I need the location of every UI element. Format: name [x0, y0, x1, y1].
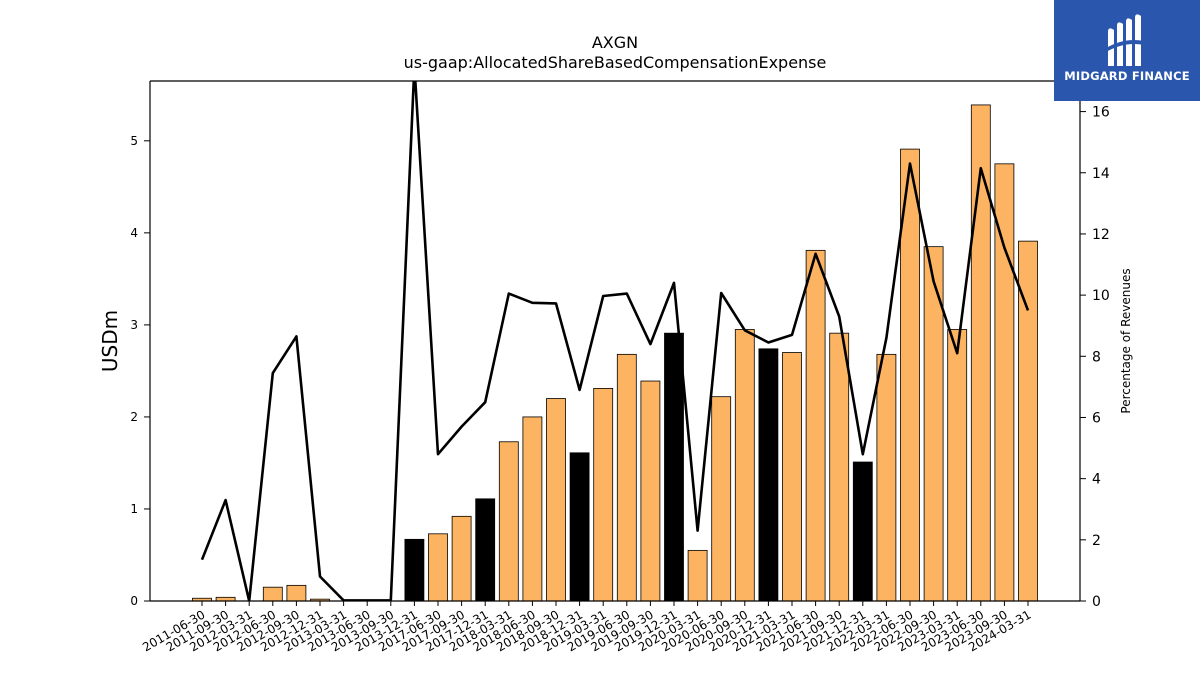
- y-tick-label: 4: [130, 226, 138, 240]
- y-tick-label: 5: [130, 134, 138, 148]
- y-axis-label: USDm: [98, 310, 122, 372]
- midgard-logo: MIDGARD FINANCE: [1054, 0, 1200, 101]
- bar: [829, 332, 850, 602]
- bar: [805, 249, 826, 602]
- y2-tick-label: 0: [1092, 594, 1101, 610]
- y-tick-label: 0: [130, 594, 138, 608]
- bar: [546, 398, 566, 602]
- bar: [711, 396, 732, 602]
- bar: [970, 104, 991, 602]
- bar: [262, 586, 283, 602]
- chart-title: AXGN: [591, 33, 639, 52]
- y2-tick-label: 8: [1092, 349, 1101, 365]
- y-tick-label: 1: [130, 502, 138, 516]
- y2-tick-label: 6: [1092, 410, 1101, 426]
- y2-tick-label: 10: [1092, 288, 1110, 304]
- bar: [758, 348, 779, 602]
- midgard-logo-text: MIDGARD FINANCE: [1064, 69, 1190, 83]
- y2-tick-label: 2: [1092, 533, 1101, 549]
- bar: [451, 515, 472, 602]
- bar: [522, 416, 543, 602]
- bar: [876, 353, 897, 602]
- bar: [664, 332, 684, 602]
- y2-axis-label: Percentage of Revenues: [1119, 268, 1133, 413]
- y-tick-label: 3: [130, 318, 138, 332]
- bar: [286, 584, 307, 602]
- bar: [947, 329, 968, 602]
- y2-tick-label: 12: [1092, 227, 1110, 243]
- bar: [569, 452, 590, 602]
- bar: [428, 533, 448, 602]
- bar: [640, 380, 661, 602]
- bar: [475, 498, 496, 602]
- revenue-percentage-line: [200, 81, 1030, 601]
- bar: [852, 461, 873, 602]
- bar: [734, 329, 755, 602]
- y2-tick-label: 16: [1092, 105, 1110, 121]
- midgard-logo-icon: [1106, 14, 1148, 66]
- y2-tick-label: 14: [1092, 166, 1110, 182]
- bar: [404, 538, 425, 602]
- bar: [616, 353, 637, 602]
- y-tick-label: 2: [130, 410, 138, 424]
- bar: [782, 352, 802, 602]
- chart-subtitle: us-gaap:AllocatedShareBasedCompensationE…: [403, 53, 827, 72]
- bar: [498, 441, 519, 602]
- bar: [687, 549, 708, 602]
- bar: [593, 387, 614, 602]
- y2-tick-label: 4: [1092, 472, 1101, 488]
